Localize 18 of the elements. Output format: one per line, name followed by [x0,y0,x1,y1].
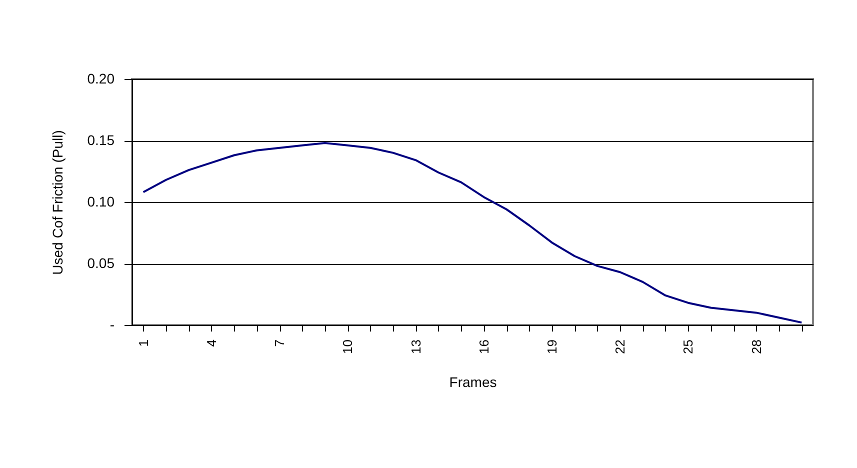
x-tick-label: 10 [340,340,356,354]
y-tick-label: 0.15 [87,132,115,148]
x-tick-label: 1 [136,340,151,347]
x-tick-label: 7 [272,340,288,347]
y-tick-label: - [110,316,115,332]
y-tick-label: 0.10 [87,194,115,210]
x-axis-title: Frames [449,374,497,390]
x-tick-label: 13 [408,340,424,354]
x-tick-label: 4 [204,340,219,347]
line-series [142,142,803,324]
x-tick-label: 16 [476,340,492,354]
x-tick-label: 22 [612,340,628,354]
y-tick-label: 0.05 [87,255,115,271]
x-tick-label: 19 [544,340,560,354]
y-tick-label: 0.20 [87,70,115,86]
y-axis-title: Used Cof Friction (Pull) [49,130,66,275]
x-tick-label: 25 [680,340,696,354]
x-tick-label: 28 [748,340,764,354]
